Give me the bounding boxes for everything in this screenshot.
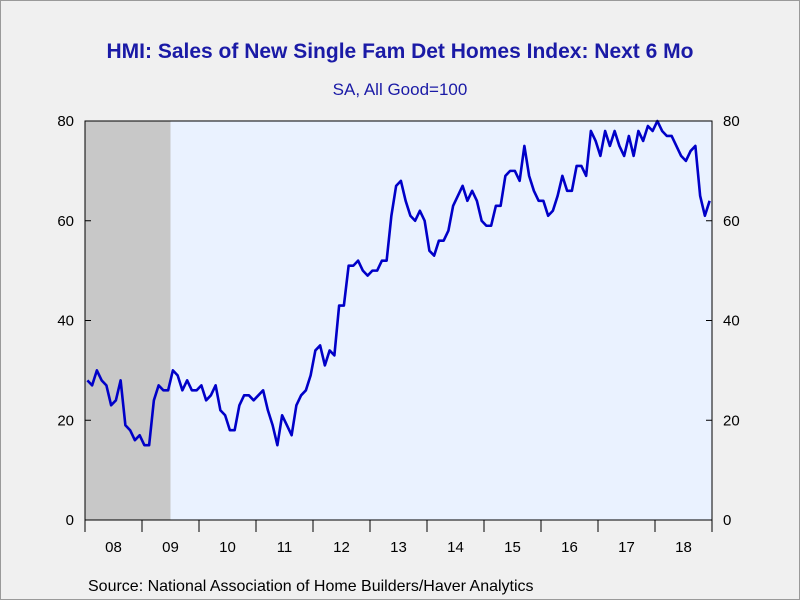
y-tick-label-right: 80 [723,113,740,130]
x-tick-label: 08 [105,539,122,556]
x-tick-label: 09 [162,539,179,556]
x-tick-label: 10 [219,539,236,556]
chart-subtitle: SA, All Good=100 [332,80,468,99]
y-tick-label-right: 0 [723,512,731,529]
x-tick-label: 15 [504,539,521,556]
chart-title: HMI: Sales of New Single Fam Det Homes I… [106,40,694,63]
y-tick-label-left: 40 [57,313,74,330]
y-tick-label-left: 60 [57,213,74,230]
y-tick-label-left: 20 [57,412,74,429]
y-tick-label-right: 20 [723,412,740,429]
plot-area [85,121,712,520]
x-tick-label: 17 [618,539,635,556]
x-tick-label: 11 [277,539,293,556]
x-tick-label: 14 [447,539,464,556]
series-line-0 [86,119,711,447]
x-tick-label: 16 [561,539,578,556]
recession-shade [85,121,171,520]
y-tick-label-right: 40 [723,313,740,330]
series-group [86,119,711,447]
source-note: Source: National Association of Home Bui… [88,578,534,595]
x-tick-label: 18 [675,539,692,556]
axes-group: 0 0 20 20 40 40 60 60 80 80 08 09 10 11 12 13 14 15 16 17 18 [57,113,739,556]
y-tick-label-left: 80 [57,113,74,130]
x-tick-label: 13 [390,539,407,556]
y-tick-label-right: 60 [723,213,740,230]
y-tick-label-left: 0 [66,512,74,529]
x-tick-label: 12 [333,539,350,556]
